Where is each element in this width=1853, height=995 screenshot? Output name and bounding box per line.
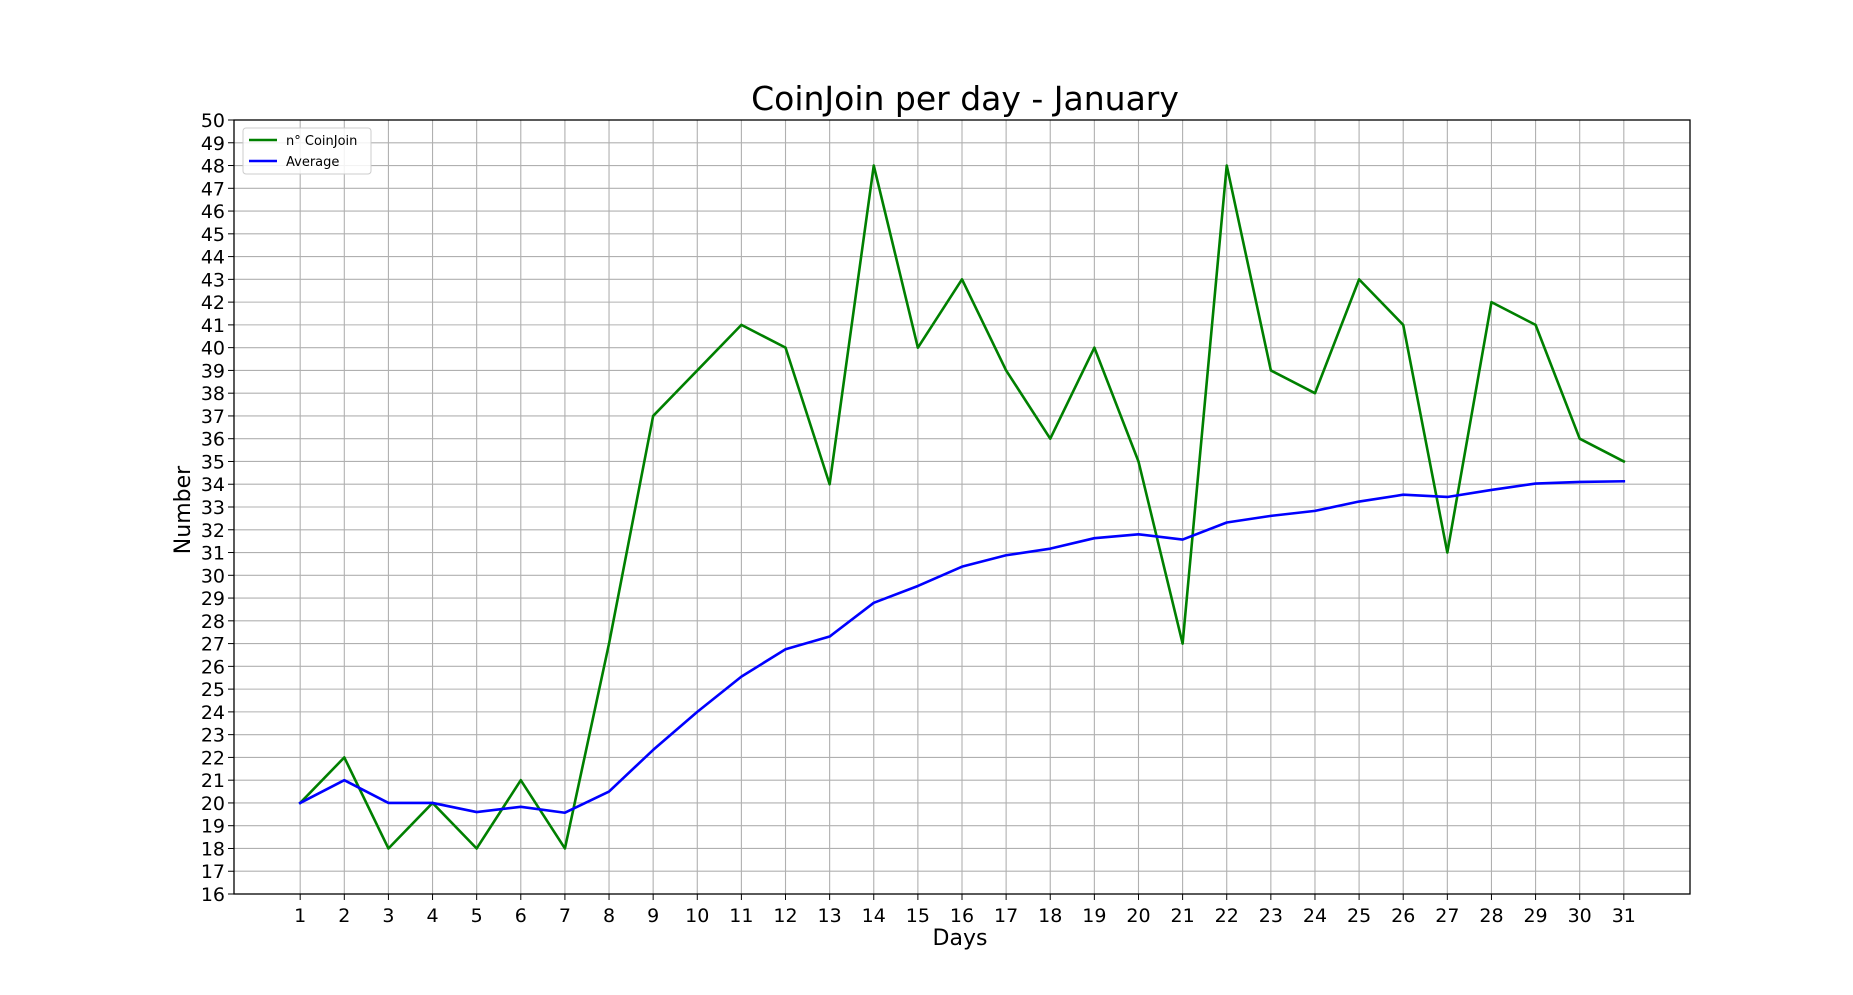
y-tick-label: 28 [201, 611, 225, 633]
y-tick-label: 26 [201, 656, 225, 678]
x-tick-label: 6 [515, 905, 527, 927]
x-axis-label: Days [933, 926, 988, 951]
x-tick-label: 21 [1171, 905, 1195, 927]
x-tick-label: 15 [906, 905, 930, 927]
x-tick-label: 22 [1215, 905, 1239, 927]
legend: n° CoinJoin Average [242, 127, 372, 175]
y-tick-label: 27 [201, 634, 225, 656]
x-tick-label: 30 [1568, 905, 1592, 927]
y-tick-label: 34 [201, 474, 225, 496]
x-tick-label: 17 [994, 905, 1018, 927]
x-tick-label: 8 [603, 905, 615, 927]
x-tick-label: 1 [294, 905, 306, 927]
y-axis: 1617181920212223242526272829303132333435… [201, 110, 234, 906]
series-line-1 [298, 479, 1626, 815]
x-tick-label: 20 [1126, 905, 1150, 927]
y-tick-label: 46 [201, 201, 225, 223]
grid [234, 119, 1690, 895]
x-tick-label: 31 [1612, 905, 1636, 927]
series-lines [298, 164, 1626, 850]
x-tick-label: 9 [647, 905, 659, 927]
y-tick-label: 47 [201, 178, 225, 200]
x-tick-label: 27 [1435, 905, 1459, 927]
y-tick-label: 41 [201, 315, 225, 337]
x-tick-label: 16 [950, 905, 974, 927]
y-tick-label: 17 [201, 861, 225, 883]
y-axis-label: Number [171, 465, 196, 554]
y-tick-label: 39 [201, 360, 225, 382]
y-tick-label: 21 [201, 770, 225, 792]
chart-title: CoinJoin per day - January [751, 79, 1179, 118]
x-tick-label: 11 [729, 905, 753, 927]
y-tick-label: 24 [201, 702, 225, 724]
y-tick-label: 18 [201, 838, 225, 860]
x-tick-label: 12 [773, 905, 797, 927]
y-tick-label: 32 [201, 520, 225, 542]
x-axis: 1 2 3 4 5 6 7 8 9 10 11 12 13 14 15 16 17 18 19 20 21 22 23 24 2… [294, 894, 1636, 927]
x-tick-label: 10 [685, 905, 709, 927]
y-tick-label: 33 [201, 497, 225, 519]
legend-label: n° CoinJoin [286, 134, 357, 149]
y-tick-label: 48 [201, 156, 225, 178]
x-tick-label: 25 [1347, 905, 1371, 927]
x-tick-label: 18 [1038, 905, 1062, 927]
series-line-0 [298, 164, 1626, 850]
x-tick-label: 28 [1479, 905, 1503, 927]
y-tick-label: 25 [201, 679, 225, 701]
y-tick-label: 36 [201, 429, 225, 451]
y-tick-label: 35 [201, 451, 225, 473]
x-tick-label: 5 [471, 905, 483, 927]
y-tick-label: 22 [201, 747, 225, 769]
y-tick-label: 40 [201, 338, 225, 360]
x-tick-label: 26 [1391, 905, 1415, 927]
legend-label: Average [286, 155, 339, 170]
y-tick-label: 45 [201, 224, 225, 246]
y-tick-label: 16 [201, 884, 225, 906]
y-tick-label: 44 [201, 247, 225, 269]
x-tick-label: 29 [1523, 905, 1547, 927]
y-tick-label: 20 [201, 793, 225, 815]
x-tick-label: 14 [862, 905, 886, 927]
x-tick-label: 4 [426, 905, 438, 927]
y-tick-label: 38 [201, 383, 225, 405]
x-tick-label: 3 [382, 905, 394, 927]
y-tick-label: 49 [201, 133, 225, 155]
x-tick-label: 13 [818, 905, 842, 927]
x-tick-label: 24 [1303, 905, 1327, 927]
y-tick-label: 30 [201, 565, 225, 587]
y-tick-label: 37 [201, 406, 225, 428]
x-tick-label: 19 [1082, 905, 1106, 927]
y-tick-label: 19 [201, 816, 225, 838]
x-tick-label: 23 [1259, 905, 1283, 927]
y-tick-label: 42 [201, 292, 225, 314]
y-tick-label: 43 [201, 269, 225, 291]
y-tick-label: 29 [201, 588, 225, 610]
y-tick-label: 23 [201, 725, 225, 747]
y-tick-label: 50 [201, 110, 225, 132]
x-tick-label: 2 [338, 905, 350, 927]
y-tick-label: 31 [201, 543, 225, 565]
x-tick-label: 7 [559, 905, 571, 927]
